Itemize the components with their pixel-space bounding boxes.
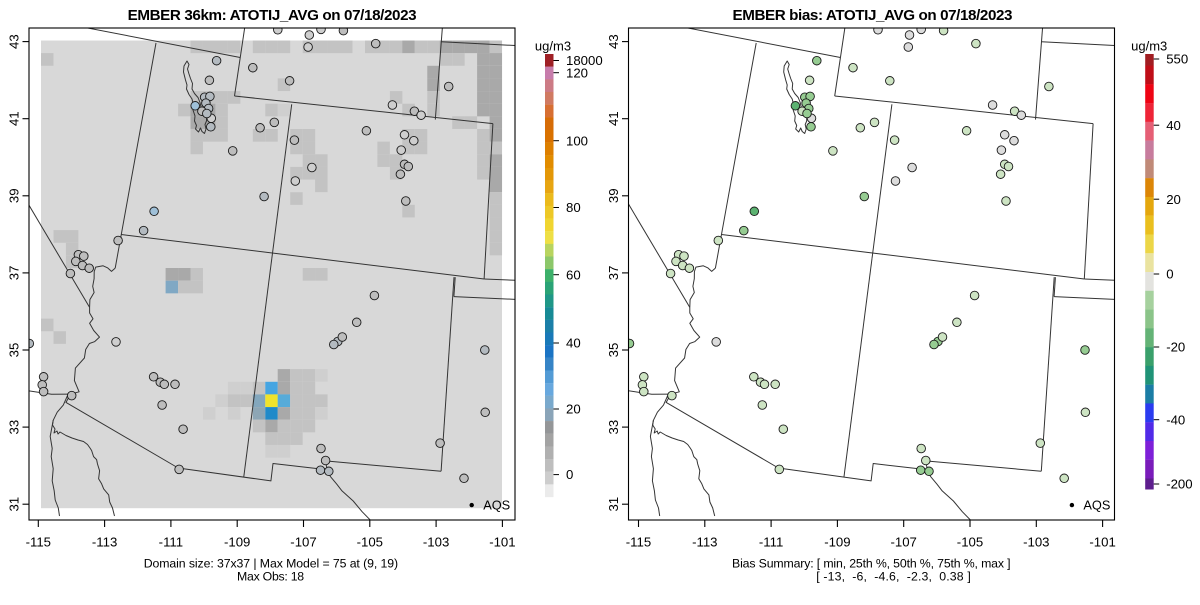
- svg-text:80: 80: [566, 200, 581, 215]
- svg-text:43: 43: [606, 34, 621, 49]
- svg-text:[ -13, -6, -4.6, -2.3, 0.3: [ -13, -6, -4.6, -2.3, 0.38 ]: [816, 570, 971, 584]
- svg-text:-111: -111: [759, 535, 783, 550]
- svg-text:37: 37: [606, 266, 621, 281]
- svg-text:-113: -113: [692, 535, 717, 550]
- svg-text:100: 100: [566, 133, 588, 148]
- svg-text:39: 39: [606, 188, 621, 203]
- svg-text:-101: -101: [1089, 535, 1115, 550]
- svg-text:-109: -109: [224, 535, 250, 550]
- svg-text:-107: -107: [290, 535, 316, 550]
- svg-text:-111: -111: [159, 535, 183, 550]
- svg-text:0: 0: [1166, 267, 1173, 282]
- svg-text:-103: -103: [1023, 535, 1049, 550]
- svg-text:Bias Summary: [ min, 25th %, 5: Bias Summary: [ min, 25th %, 50th %, 75t…: [732, 557, 1011, 571]
- svg-text:ug/m3: ug/m3: [1131, 39, 1167, 54]
- svg-text:20: 20: [1166, 192, 1181, 207]
- svg-text:550: 550: [1166, 52, 1188, 67]
- svg-text:AQS: AQS: [483, 498, 510, 513]
- svg-text:43: 43: [7, 34, 22, 49]
- svg-text:-115: -115: [626, 535, 651, 550]
- svg-text:-105: -105: [957, 535, 983, 550]
- svg-text:EMBER 36km: ATOTIJ_AVG on 07/1: EMBER 36km: ATOTIJ_AVG on 07/18/2023: [128, 7, 417, 24]
- svg-text:40: 40: [566, 336, 581, 351]
- svg-text:EMBER bias: ATOTIJ_AVG on 07/1: EMBER bias: ATOTIJ_AVG on 07/18/2023: [733, 7, 1013, 24]
- svg-text:40: 40: [1166, 118, 1181, 133]
- svg-text:-115: -115: [26, 535, 51, 550]
- svg-text:Domain size: 37x37 | Max Model: Domain size: 37x37 | Max Model = 75 at (…: [144, 557, 398, 571]
- svg-text:-101: -101: [489, 535, 515, 550]
- svg-text:-200: -200: [1166, 477, 1192, 492]
- svg-text:Max Obs: 18: Max Obs: 18: [237, 570, 304, 584]
- svg-text:120: 120: [566, 65, 588, 80]
- svg-text:AQS: AQS: [1083, 498, 1110, 513]
- svg-text:33: 33: [606, 420, 621, 435]
- svg-text:-105: -105: [357, 535, 383, 550]
- svg-text:41: 41: [7, 111, 22, 126]
- svg-text:20: 20: [566, 402, 581, 417]
- svg-text:31: 31: [7, 497, 22, 512]
- svg-text:-113: -113: [92, 535, 117, 550]
- svg-text:41: 41: [606, 111, 621, 126]
- svg-text:39: 39: [7, 188, 22, 203]
- svg-text:18000: 18000: [566, 53, 603, 68]
- svg-text:-103: -103: [423, 535, 449, 550]
- svg-text:33: 33: [7, 420, 22, 435]
- svg-text:ug/m3: ug/m3: [535, 39, 571, 54]
- svg-text:-107: -107: [890, 535, 916, 550]
- svg-text:-20: -20: [1166, 340, 1185, 355]
- svg-text:60: 60: [566, 267, 581, 282]
- svg-text:0: 0: [566, 467, 573, 482]
- svg-text:-40: -40: [1166, 412, 1185, 427]
- svg-text:37: 37: [7, 266, 22, 281]
- svg-text:31: 31: [606, 497, 621, 512]
- svg-text:-109: -109: [824, 535, 850, 550]
- svg-text:35: 35: [606, 343, 621, 358]
- svg-text:35: 35: [7, 343, 22, 358]
